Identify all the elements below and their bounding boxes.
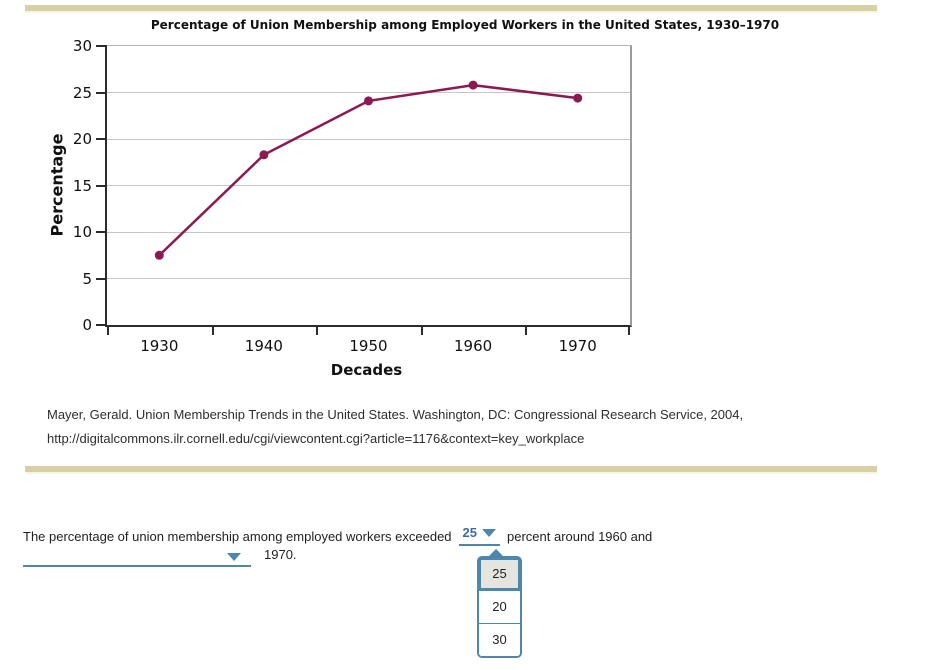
dropdown-menu: 25 20 30: [477, 549, 522, 658]
citation: Mayer, Gerald. Union Membership Trends i…: [47, 403, 743, 451]
y-tick-label: 0: [82, 316, 92, 334]
y-tick-mark: [96, 45, 107, 47]
y-tick-mark: [96, 231, 107, 233]
x-tick-mark: [107, 325, 109, 335]
x-tick-mark: [316, 325, 319, 335]
y-tick-label: 30: [72, 37, 92, 55]
y-tick-mark: [96, 184, 107, 187]
y-tick-mark: [96, 91, 107, 94]
gridline: [107, 185, 630, 186]
citation-line-2: http://digitalcommons.ilr.cornell.edu/cg…: [47, 431, 585, 446]
x-axis-label: Decades: [330, 361, 403, 379]
y-tick-mark: [96, 138, 107, 140]
inline-dropdown-1[interactable]: 25: [458, 524, 500, 546]
dropdown-1-value: 25: [462, 525, 477, 540]
y-axis-label: Percentage: [47, 133, 67, 237]
gridline: [107, 138, 630, 140]
x-tick-mark: [211, 325, 214, 335]
question-line-2: 1970.: [23, 545, 297, 567]
y-tick-mark: [96, 277, 107, 280]
x-tick-label: 1930: [140, 337, 179, 355]
data-point: [364, 96, 373, 106]
dropdown-option[interactable]: 20: [479, 590, 520, 623]
gridline: [107, 92, 630, 93]
y-tick-mark: [96, 324, 107, 326]
line-series: [154, 80, 583, 260]
question-text-before: The percentage of union membership among…: [23, 529, 452, 544]
section-divider-bar: [25, 466, 877, 474]
gridline: [107, 231, 630, 233]
inline-dropdown-2[interactable]: [23, 545, 251, 567]
x-tick-label: 1970: [558, 337, 597, 355]
x-tick-mark: [628, 325, 630, 335]
gridline: [107, 278, 630, 279]
data-point: [259, 150, 269, 160]
dropdown-option[interactable]: 25: [479, 558, 520, 590]
y-tick-label: 20: [72, 130, 92, 148]
x-tick-mark: [525, 325, 528, 335]
question-line-1: The percentage of union membership among…: [23, 524, 652, 546]
data-point: [468, 80, 478, 90]
y-tick-label: 25: [72, 83, 92, 102]
citation-line-1: Mayer, Gerald. Union Membership Trends i…: [47, 407, 744, 422]
dropdown-option[interactable]: 30: [479, 623, 520, 656]
chart-title: Percentage of Union Membership among Emp…: [150, 18, 780, 32]
chart-plot-area: 0 5 10 15 20 25 30 1930 1940 1950 1960 1970: [73, 37, 632, 355]
x-tick-mark: [420, 325, 423, 335]
x-tick-label: 1940: [244, 337, 283, 355]
data-point: [154, 250, 164, 260]
y-tick-label: 5: [82, 269, 92, 288]
top-accent-bar: [25, 5, 877, 13]
x-tick-label: 1960: [454, 337, 493, 355]
y-tick-label: 15: [72, 176, 92, 195]
chevron-down-icon: [227, 553, 241, 561]
data-point: [573, 93, 583, 103]
y-tick-label: 10: [72, 223, 92, 241]
dropdown-pointer-icon: [487, 549, 505, 558]
question-text-after: percent around 1960 and: [507, 529, 653, 544]
question-text-end: 1970.: [264, 547, 297, 562]
chevron-down-icon: [482, 529, 496, 537]
x-tick-label: 1950: [349, 337, 388, 355]
